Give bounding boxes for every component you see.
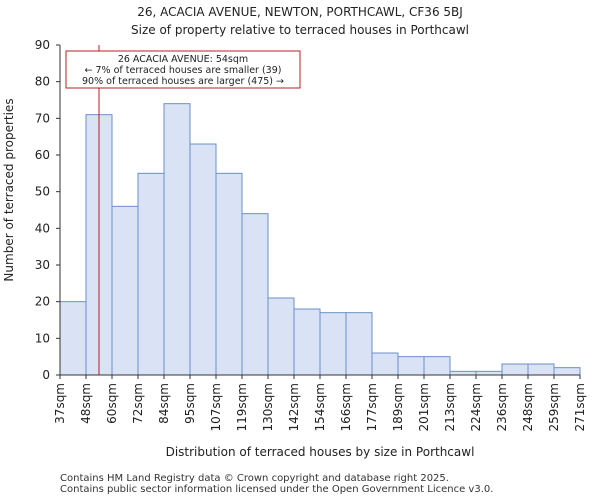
y-tick-label: 0 bbox=[42, 368, 50, 382]
bar-248sqm bbox=[527, 363, 555, 376]
x-tick-label: 60sqm bbox=[105, 383, 119, 424]
x-tick-label: 166sqm bbox=[339, 383, 353, 431]
bar-72sqm bbox=[137, 172, 165, 376]
chart-title-line-2: Size of property relative to terraced ho… bbox=[131, 23, 469, 37]
bar-154sqm bbox=[319, 312, 347, 376]
x-tick-label: 189sqm bbox=[391, 383, 405, 431]
annotation-group: 26 ACACIA AVENUE: 54sqm← 7% of terraced … bbox=[65, 50, 301, 89]
bar-119sqm bbox=[241, 213, 269, 376]
footer-line-1: Contains HM Land Registry data © Crown c… bbox=[60, 473, 449, 484]
annotation-line-2: ← 7% of terraced houses are smaller (39) bbox=[85, 65, 282, 76]
bar-177sqm bbox=[371, 352, 399, 376]
bar-37sqm bbox=[59, 301, 87, 376]
y-tick-label: 70 bbox=[35, 111, 50, 125]
y-tick-label: 80 bbox=[35, 75, 50, 89]
x-tick-label: 72sqm bbox=[131, 383, 145, 424]
y-tick-label: 10 bbox=[35, 331, 50, 345]
x-tick-label: 177sqm bbox=[365, 383, 379, 431]
x-tick-label: 142sqm bbox=[287, 383, 301, 431]
annotation-box bbox=[65, 50, 301, 89]
bar-84sqm bbox=[163, 103, 191, 376]
bar-224sqm bbox=[475, 370, 503, 376]
bar-60sqm bbox=[111, 205, 139, 376]
y-tick-label: 60 bbox=[35, 148, 50, 162]
bar-189sqm bbox=[397, 356, 425, 376]
x-axis-label: Distribution of terraced houses by size … bbox=[165, 445, 475, 459]
y-tick-label: 50 bbox=[35, 185, 50, 199]
x-tick-label: 37sqm bbox=[53, 383, 67, 424]
x-ticks-group: 37sqm 48sqm 60sqm 72sqm 84sqm 95sqm 107sqm 119s… bbox=[53, 375, 587, 431]
x-tick-label: 201sqm bbox=[417, 383, 431, 431]
bar-166sqm bbox=[345, 312, 373, 376]
x-tick-label: 119sqm bbox=[235, 383, 249, 431]
x-tick-label: 248sqm bbox=[521, 383, 535, 431]
y-tick-label: 30 bbox=[35, 258, 50, 272]
footer-line-2: Contains public sector information licen… bbox=[60, 484, 494, 495]
annotation-line-1: 26 ACACIA AVENUE: 54sqm bbox=[118, 54, 248, 65]
bar-95sqm bbox=[189, 143, 217, 376]
bars-group bbox=[59, 103, 581, 376]
y-axis-label: Number of terraced properties bbox=[2, 98, 16, 282]
y-axis-label-wrap: Number of terraced properties bbox=[1, 60, 17, 320]
x-tick-label: 107sqm bbox=[209, 383, 223, 431]
x-tick-label: 259sqm bbox=[547, 383, 561, 431]
y-tick-label: 40 bbox=[35, 221, 50, 235]
bar-142sqm bbox=[293, 308, 321, 376]
x-tick-label: 130sqm bbox=[261, 383, 275, 431]
x-tick-label: 48sqm bbox=[79, 383, 93, 424]
chart-title-line-1: 26, ACACIA AVENUE, NEWTON, PORTHCAWL, CF… bbox=[137, 5, 463, 19]
bar-236sqm bbox=[501, 363, 529, 376]
y-tick-label: 20 bbox=[35, 295, 50, 309]
x-tick-label: 84sqm bbox=[157, 383, 171, 424]
bar-259sqm bbox=[553, 367, 581, 376]
y-ticks-group: 0 10 20 30 40 50 60 70 80 90 bbox=[35, 38, 60, 382]
x-tick-label: 95sqm bbox=[183, 383, 197, 424]
x-tick-label: 213sqm bbox=[443, 383, 457, 431]
bar-130sqm bbox=[267, 297, 295, 376]
x-tick-label: 236sqm bbox=[495, 383, 509, 431]
bar-213sqm bbox=[449, 370, 477, 376]
bar-201sqm bbox=[423, 356, 451, 376]
bar-107sqm bbox=[215, 172, 243, 376]
annotation-line-3: 90% of terraced houses are larger (475) … bbox=[82, 76, 284, 87]
x-tick-label: 224sqm bbox=[469, 383, 483, 431]
x-tick-label: 154sqm bbox=[313, 383, 327, 431]
x-tick-label: 271sqm bbox=[573, 383, 587, 431]
y-tick-label: 90 bbox=[35, 38, 50, 52]
